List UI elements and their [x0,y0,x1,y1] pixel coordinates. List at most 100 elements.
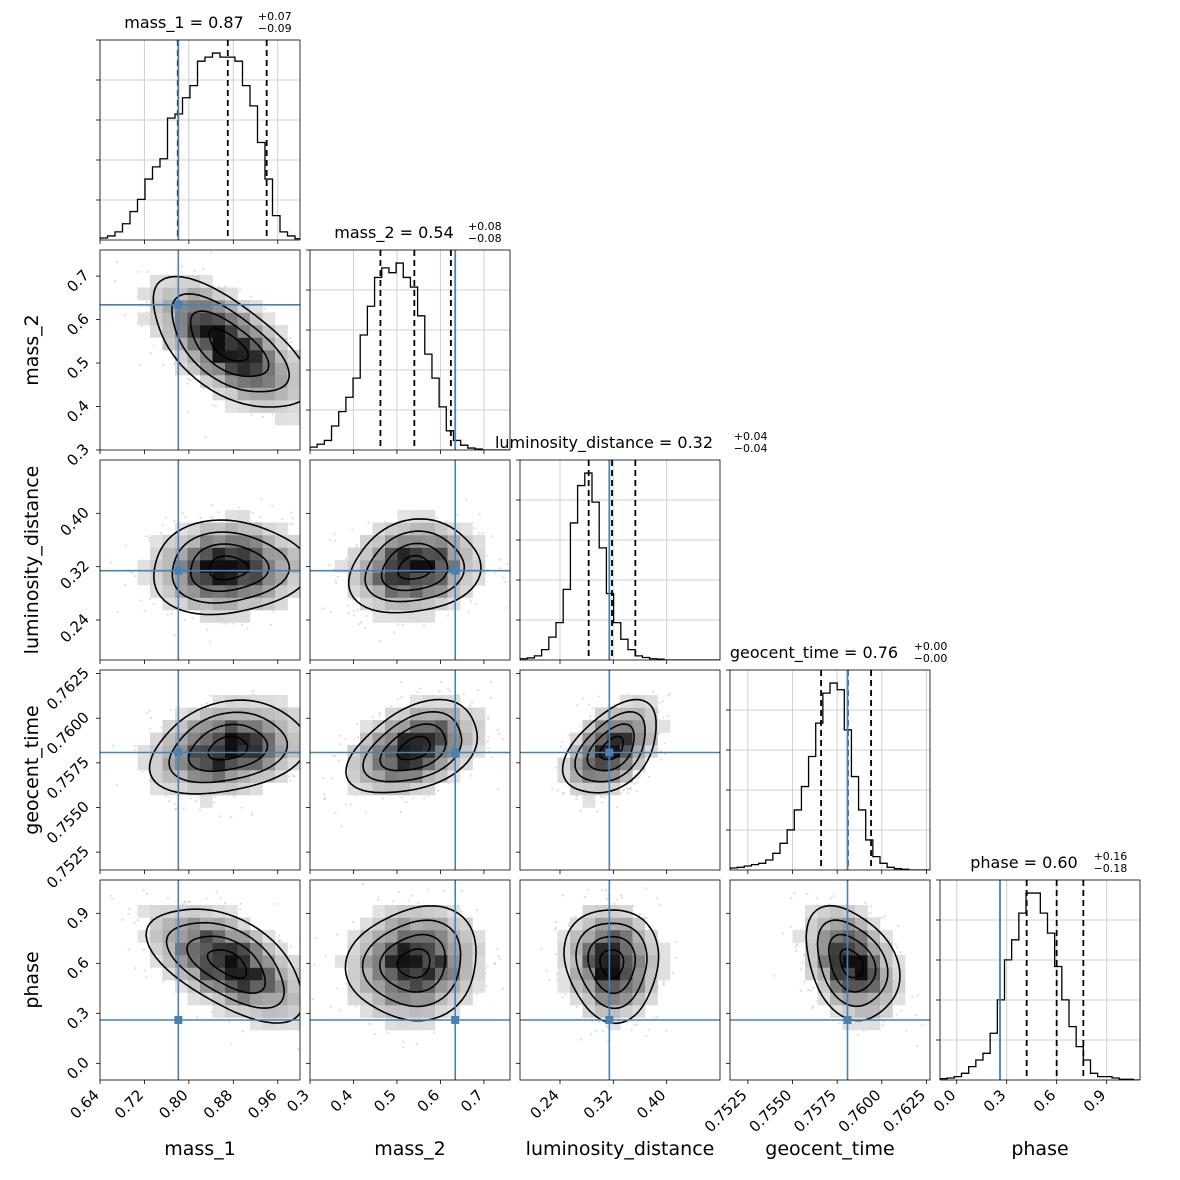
sample-point [269,623,273,627]
panel-frame [309,459,511,661]
density-cell [175,312,188,326]
sample-point [239,902,242,905]
density-cell [372,547,386,561]
panel-frame [519,669,721,871]
sample-point [251,812,254,815]
y-tick-label: 0.40 [56,503,92,539]
sample-point [321,760,323,762]
sample-point [222,622,226,625]
sample-point [400,796,403,799]
density-cells [335,510,486,623]
title-median-value: 0.76 [862,643,898,662]
density-cell [422,707,436,721]
sample-point [352,609,355,612]
density-cell [250,770,263,783]
sample-point [184,900,187,904]
sample-point [401,623,404,626]
density-cell [657,720,671,733]
sample-point [364,627,367,630]
density-cell [410,745,423,758]
sample-point [210,515,214,519]
sample-point [288,523,292,526]
sample-point [219,897,222,900]
density-cell [262,707,276,721]
hist-panel-mass_2: mass_2 = 0.54 +0.08−0.08 [306,220,511,454]
density-cell [150,535,163,548]
sample-point [261,415,264,419]
sample-point [469,600,473,603]
panel-mass_2-vs-luminosity_distance [306,459,511,664]
density-cell [360,732,373,746]
density-cell [212,695,226,708]
density-cell [150,732,163,746]
density-cells [137,510,300,623]
density-cell [287,757,300,771]
density-cell [595,757,608,771]
sample-point [639,774,642,777]
sample-point [114,279,117,283]
sample-point [133,921,137,924]
density-cell [200,572,213,586]
sample-point [351,598,355,601]
density-cell [212,287,226,301]
sample-point [148,537,151,540]
sample-point [496,728,499,732]
density-cell [607,770,621,783]
sample-point [124,544,128,547]
density-cell [162,585,176,598]
density-cell [162,547,176,561]
density-cell [225,400,238,413]
sample-point [337,759,340,762]
density-cell [460,585,473,598]
density-cell [410,510,423,523]
sample-point [356,723,359,726]
sample-point [210,1010,214,1013]
title-param-name: mass_2 [334,223,394,243]
density-cell [287,387,300,401]
density-cell [287,547,300,561]
density-cell [287,350,300,363]
sample-point [305,334,307,336]
sample-point [419,687,422,690]
density-cell [200,362,213,376]
sample-point [336,741,338,743]
density-cell [250,362,263,376]
density-cell [237,535,251,548]
sample-point [365,614,368,618]
sample-point [489,696,492,699]
contour-line [345,698,479,794]
sample-point [349,388,351,390]
sample-point [553,727,555,729]
sample-point [148,597,152,600]
density-cell [607,707,621,721]
density-cell [262,732,276,746]
sample-point [636,781,639,784]
sample-point [333,451,335,453]
sample-point [180,265,184,268]
sample-point [323,960,325,962]
sample-point [167,800,171,803]
sample-point [302,580,304,582]
truth-marker [174,748,183,757]
sample-point [323,797,327,800]
title-median-value: 0.32 [677,433,713,452]
sample-point [134,745,137,748]
density-cell [447,770,461,783]
density-cell [225,720,238,733]
density-cell [460,707,473,721]
sample-point [139,599,142,602]
hist-panel-luminosity_distance: luminosity_distance = 0.32 +0.04−0.04 [495,430,768,664]
density-cell [422,695,436,708]
title-param-name: luminosity_distance [495,433,654,453]
density-cell [410,535,423,548]
panel-title: mass_1 = 0.87 [124,13,243,33]
density-cell [372,535,386,548]
sample-point [494,572,497,575]
density-cell [360,720,373,733]
sample-point [327,563,331,567]
sample-point [115,261,119,264]
density-cell [435,695,448,708]
density-cell [287,560,300,573]
density-cell [187,535,201,548]
density-cell [385,770,398,783]
